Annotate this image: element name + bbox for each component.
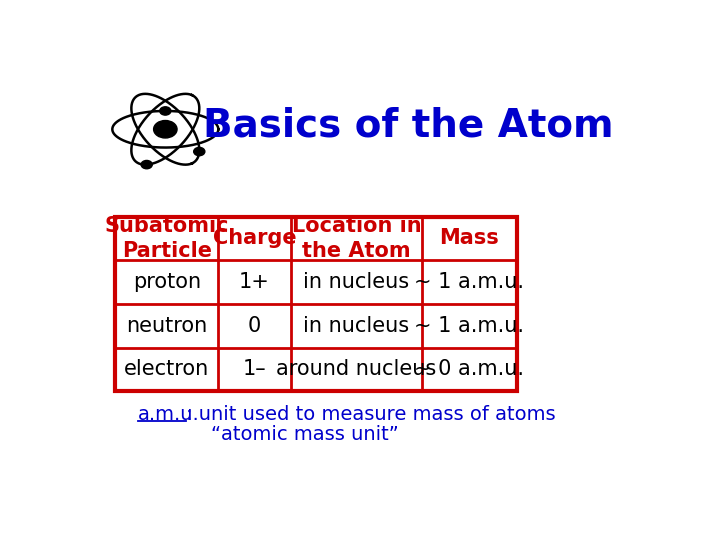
Circle shape xyxy=(194,147,205,156)
Circle shape xyxy=(153,120,177,138)
Text: in nucleus: in nucleus xyxy=(303,272,410,292)
Text: Basics of the Atom: Basics of the Atom xyxy=(203,106,613,144)
Text: ~ 1 a.m.u.: ~ 1 a.m.u. xyxy=(415,272,524,292)
Text: ~ 0 a.m.u.: ~ 0 a.m.u. xyxy=(415,360,524,380)
Text: ~ 1 a.m.u.: ~ 1 a.m.u. xyxy=(415,316,524,336)
Text: proton: proton xyxy=(132,272,201,292)
Text: 1+: 1+ xyxy=(239,272,270,292)
Text: Charge: Charge xyxy=(213,228,297,248)
Text: Subatomic
Particle: Subatomic Particle xyxy=(104,216,229,261)
Text: 0: 0 xyxy=(248,316,261,336)
Text: neutron: neutron xyxy=(126,316,207,336)
Text: Mass: Mass xyxy=(440,228,499,248)
Circle shape xyxy=(141,160,152,169)
Bar xyxy=(115,217,517,391)
Text: around nucleus: around nucleus xyxy=(276,360,436,380)
Text: 1–: 1– xyxy=(243,360,266,380)
Text: : unit used to measure mass of atoms: : unit used to measure mass of atoms xyxy=(186,404,555,423)
Text: electron: electron xyxy=(124,360,210,380)
Text: a.m.u.: a.m.u. xyxy=(138,404,199,423)
Circle shape xyxy=(160,107,171,115)
Text: in nucleus: in nucleus xyxy=(303,316,410,336)
Text: “atomic mass unit”: “atomic mass unit” xyxy=(211,426,399,444)
Text: Location in
the Atom: Location in the Atom xyxy=(292,216,421,261)
